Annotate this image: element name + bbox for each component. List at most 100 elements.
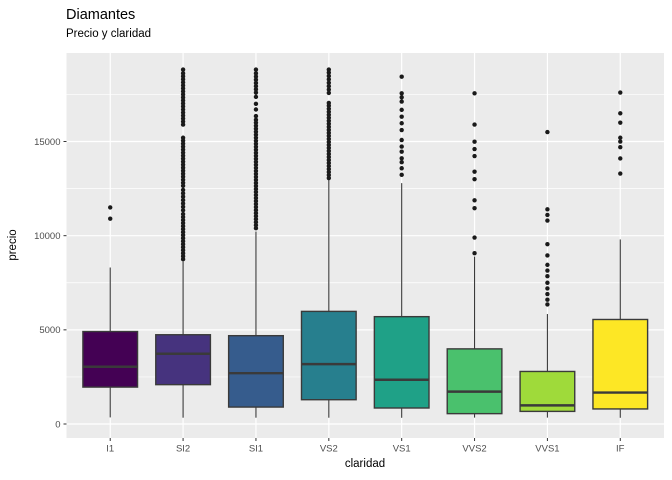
outlier-dot-SI2	[180, 171, 186, 176]
outlier-dot-VVS1	[545, 218, 550, 223]
outlier-dot-SI1	[253, 135, 259, 140]
outlier-dot-VS1	[399, 114, 404, 119]
outlier-dot-VVS1	[545, 268, 550, 273]
outlier-dot-SI2	[180, 92, 186, 97]
outlier-dot-SI1	[253, 174, 259, 180]
box-VVS2	[446, 348, 503, 415]
outlier-dot-SI1	[253, 80, 259, 86]
outlier-dot-VS1	[399, 91, 404, 96]
outlier-dot-SI2	[180, 89, 186, 94]
outlier-dot-SI2	[180, 214, 186, 220]
outlier-dot-SI1	[253, 216, 259, 222]
outlier-dot-VS2	[326, 83, 332, 89]
x-tick-label-SI2: SI2	[176, 444, 190, 455]
outlier-dot-SI2	[180, 141, 186, 146]
outlier-dot-SI2	[180, 135, 186, 140]
outlier-dot-SI1	[253, 225, 259, 231]
outlier-dot-VVS1	[545, 291, 550, 297]
outlier-dot-VS2	[326, 172, 332, 178]
outlier-dot-SI1	[253, 192, 259, 198]
outlier-dot-IF	[618, 139, 623, 144]
outlier-dot-VS2	[326, 106, 332, 111]
outlier-dot-I1	[108, 216, 113, 221]
outlier-dot-SI2	[180, 217, 186, 223]
outlier-dot-VS2	[326, 67, 332, 72]
outlier-dot-SI2	[180, 110, 186, 115]
outlier-dot-VVS2	[472, 235, 477, 240]
outlier-dot-SI2	[180, 250, 186, 256]
outlier-dot-SI1	[253, 207, 259, 213]
outlier-dot-VS2	[326, 115, 332, 120]
outlier-dot-SI2	[180, 116, 186, 121]
outlier-dot-SI1	[253, 90, 259, 95]
outlier-dot-VS1	[399, 149, 404, 154]
outlier-dot-VS2	[326, 73, 332, 79]
outlier-dot-SI2	[180, 168, 186, 173]
outlier-dot-SI2	[180, 183, 186, 188]
outlier-dot-VS2	[326, 169, 332, 175]
outlier-dot-VS2	[326, 70, 332, 75]
outlier-dot-VVS1	[545, 212, 550, 218]
y-tick-label: 0	[55, 419, 60, 430]
outlier-dot-VVS2	[472, 250, 477, 256]
outlier-dot-VVS2	[472, 139, 477, 144]
outlier-dot-SI2	[180, 80, 186, 85]
outlier-dot-SI2	[180, 226, 186, 232]
outlier-dot-VS2	[326, 157, 332, 163]
outlier-dot-SI2	[180, 159, 186, 164]
outlier-dot-VVS1	[545, 273, 550, 279]
outlier-dot-SI1	[253, 171, 259, 177]
outlier-dot-I1	[108, 205, 113, 210]
outlier-dot-VS1	[399, 160, 404, 165]
outlier-dot-VS2	[326, 77, 332, 82]
outlier-dot-SI1	[253, 210, 259, 216]
outlier-dot-SI1	[253, 94, 259, 100]
outlier-dot-VS1	[399, 95, 404, 100]
outlier-dot-SI1	[253, 201, 259, 207]
outlier-dot-SI2	[180, 95, 186, 100]
outlier-dot-SI1	[253, 107, 259, 112]
outlier-dot-IF	[618, 171, 623, 176]
outlier-dot-SI1	[253, 195, 259, 201]
outlier-dot-SI2	[180, 187, 186, 193]
outlier-dot-VS2	[326, 175, 332, 181]
outlier-dot-IF	[618, 120, 623, 125]
outlier-dot-VS1	[399, 172, 404, 178]
outlier-dot-SI2	[180, 208, 186, 213]
outlier-dot-SI2	[180, 156, 186, 161]
outlier-dot-SI1	[253, 189, 259, 195]
outlier-dot-VVS1	[545, 241, 550, 247]
outlier-dot-SI1	[253, 213, 259, 219]
outlier-dot-SI2	[180, 191, 186, 196]
outlier-dot-SI2	[180, 74, 186, 79]
outlier-dot-VVS1	[545, 253, 550, 258]
outlier-dot-SI1	[253, 183, 259, 189]
outlier-dot-IF	[618, 144, 623, 150]
outlier-dot-SI2	[180, 223, 186, 229]
outlier-dot-SI2	[180, 201, 186, 206]
outlier-dot-SI2	[180, 153, 186, 158]
box-I1	[82, 330, 139, 388]
outlier-dot-SI1	[253, 144, 259, 149]
outlier-dot-SI2	[180, 147, 186, 152]
outlier-dot-VVS2	[472, 153, 477, 159]
outlier-dot-VS2	[326, 130, 332, 136]
x-tick-label-VVS1: VVS1	[535, 444, 559, 455]
outlier-dot-SI2	[180, 238, 186, 244]
outlier-dot-VS1	[399, 121, 404, 126]
outlier-dot-SI2	[180, 86, 186, 91]
outlier-dot-SI2	[180, 98, 186, 103]
x-tick-label-VS2: VS2	[320, 444, 338, 455]
outlier-dot-VS1	[399, 144, 404, 149]
outlier-dot-IF	[618, 135, 623, 140]
outlier-dot-VS1	[399, 137, 404, 143]
outlier-dot-VVS1	[545, 280, 550, 285]
outlier-dot-SI2	[180, 104, 186, 109]
outlier-dot-SI1	[253, 129, 259, 134]
outlier-dot-SI2	[180, 107, 186, 112]
outlier-dot-IF	[618, 90, 623, 95]
outlier-dot-SI1	[253, 117, 259, 123]
outlier-dot-SI2	[180, 162, 186, 167]
outlier-dot-SI2	[180, 229, 186, 235]
